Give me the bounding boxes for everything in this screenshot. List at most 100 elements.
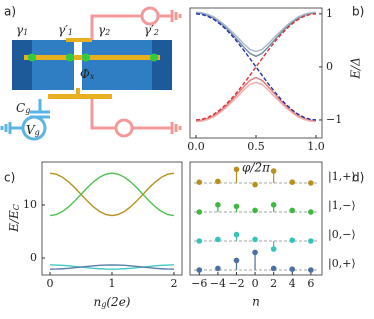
x-axis-label: φ/2π <box>242 161 271 175</box>
x-tick-label: −4 <box>210 277 226 290</box>
x-axis-label-part: n <box>94 295 102 309</box>
panel-label: c) <box>4 171 15 185</box>
x-axis-label: ng(2e) <box>94 295 131 310</box>
y-axis-label: E/Δ <box>349 57 363 79</box>
label-base: γ <box>98 23 106 37</box>
legend-label: |1,−⟩ <box>328 199 356 213</box>
label-sub: 2 <box>104 28 110 37</box>
stem-head <box>233 231 240 238</box>
y-tick-label: −1 <box>326 113 342 126</box>
lead-right-dark <box>152 40 172 90</box>
plot-frame <box>41 161 183 276</box>
x-tick-label: 1 <box>109 277 116 290</box>
y-tick-label: 0 <box>326 60 333 73</box>
panel-label: b) <box>352 5 364 19</box>
label-sub: g <box>25 106 30 115</box>
stem-head <box>215 236 221 243</box>
stem-head <box>196 209 203 215</box>
x-axis-label: n <box>252 295 260 309</box>
y-tick-label: 1 <box>326 7 333 20</box>
stem-head <box>196 238 203 244</box>
x-tick-label: 4 <box>289 277 296 290</box>
majorana <box>82 53 90 62</box>
stem-head <box>233 166 240 173</box>
stem-head <box>270 168 277 174</box>
series-line <box>50 264 174 270</box>
label-base: γ′ <box>58 23 68 37</box>
gate-source <box>21 115 47 141</box>
diagram-label: γ2 <box>98 23 110 38</box>
y-tick-label: 10 <box>23 198 37 211</box>
diagram-label: Vg <box>26 123 40 138</box>
x-axis-label-part: g <box>101 300 106 309</box>
legend-label: |1,+⟩ <box>328 170 356 184</box>
stem-head <box>252 236 258 243</box>
label-base: γ′ <box>144 23 154 37</box>
x-tick-label: 0.0 <box>187 140 205 153</box>
stem-head <box>270 202 277 208</box>
stem-head <box>233 257 240 264</box>
panel-label: a) <box>4 5 16 19</box>
x-axis-label-part: (2e) <box>106 295 130 309</box>
series-line <box>195 12 317 58</box>
label-sub: x <box>90 72 95 81</box>
stem-head <box>270 265 277 272</box>
stem-head <box>289 237 296 243</box>
plot-frame <box>189 161 323 276</box>
y-axis-label-part: C <box>12 204 21 210</box>
series-line <box>195 13 317 121</box>
diagram-label: γ′2 <box>144 23 159 38</box>
legend-label: |0,+⟩ <box>328 257 356 271</box>
stem-head <box>215 265 221 272</box>
series-line <box>195 11 317 53</box>
stem-head <box>308 238 314 244</box>
label-sub: 1 <box>23 28 28 37</box>
stem-head <box>289 179 296 185</box>
x-tick-label: 2 <box>170 277 177 290</box>
label-sub: 1 <box>68 28 73 37</box>
y-tick-label: 0 <box>30 251 37 264</box>
series-line <box>195 81 317 123</box>
source-bottom <box>114 118 134 138</box>
majorana <box>150 53 158 62</box>
x-tick-label: 0 <box>47 277 54 290</box>
stem-head <box>196 179 203 185</box>
diagram-label: Φx <box>80 67 95 82</box>
stem-head <box>289 266 296 273</box>
island-bar <box>48 94 112 99</box>
series-line <box>195 76 317 122</box>
flux-line-bottom <box>90 99 182 134</box>
stem-head <box>308 209 314 215</box>
stem-head <box>308 180 314 186</box>
x-tick-label: 2 <box>270 277 277 290</box>
label-base: Φ <box>80 67 90 81</box>
lead-left-dark <box>12 40 32 90</box>
x-tick-label: −6 <box>191 277 207 290</box>
series-line <box>49 172 175 217</box>
label-sub: g <box>35 128 40 137</box>
stem-head <box>270 246 277 252</box>
junction-bar <box>66 38 92 42</box>
x-tick-label: 0.5 <box>247 140 265 153</box>
nanowire <box>24 55 160 60</box>
circuit-diagram: a) <box>0 5 182 141</box>
source-top <box>140 6 160 26</box>
stem-head <box>196 267 203 273</box>
label-base: C <box>16 101 25 115</box>
y-axis-label: E/EC <box>7 204 22 233</box>
stem-head <box>252 249 258 256</box>
y-axis-label-part: E/E <box>7 210 21 233</box>
stem-head <box>215 202 221 208</box>
diagram-label: Cg <box>16 101 30 116</box>
diagram-label: γ1 <box>16 23 28 38</box>
majorana <box>66 53 74 62</box>
stem-head <box>233 203 240 210</box>
x-tick-label: 6 <box>307 277 314 290</box>
stem-head <box>252 207 258 214</box>
label-sub: 2 <box>153 28 159 37</box>
legend-label: |0,−⟩ <box>328 228 356 242</box>
panel-label: d) <box>352 171 364 185</box>
flux-line-top <box>90 10 182 40</box>
